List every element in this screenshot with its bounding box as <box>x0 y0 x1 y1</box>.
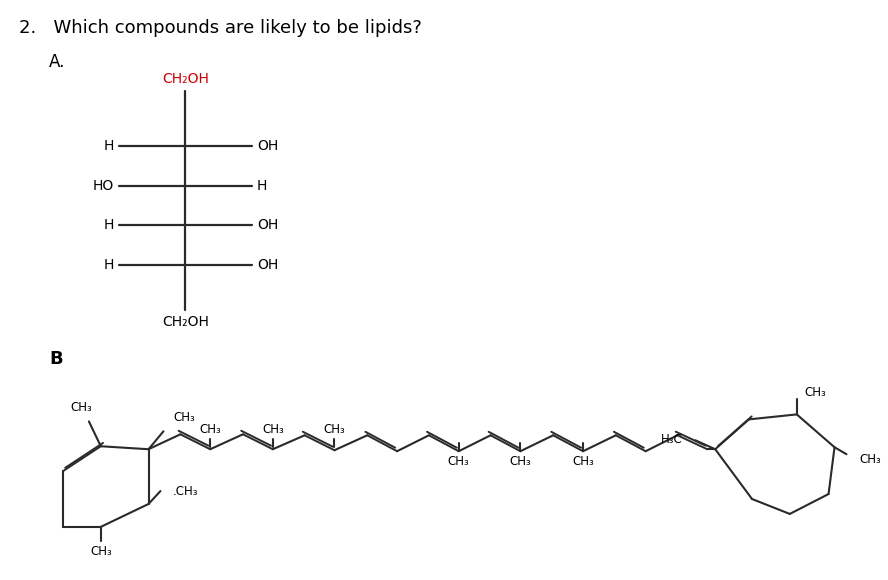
Text: CH₃: CH₃ <box>323 423 345 436</box>
Text: OH: OH <box>257 139 278 153</box>
Text: CH₃: CH₃ <box>805 386 827 399</box>
Text: CH₃: CH₃ <box>510 455 531 467</box>
Text: H₃C: H₃C <box>661 433 682 446</box>
Text: .CH₃: .CH₃ <box>172 484 198 498</box>
Text: CH₃: CH₃ <box>90 545 112 558</box>
Text: CH₃: CH₃ <box>572 455 594 467</box>
Text: A.: A. <box>49 53 66 71</box>
Text: 2.   Which compounds are likely to be lipids?: 2. Which compounds are likely to be lipi… <box>20 19 422 37</box>
Text: CH₃: CH₃ <box>860 452 881 466</box>
Text: CH₂OH: CH₂OH <box>162 315 209 329</box>
Text: H: H <box>103 218 114 233</box>
Text: CH₃: CH₃ <box>70 401 91 414</box>
Text: H: H <box>103 139 114 153</box>
Text: CH₃: CH₃ <box>199 423 221 436</box>
Text: CH₃: CH₃ <box>448 455 470 467</box>
Text: HO: HO <box>92 179 114 193</box>
Text: CH₃: CH₃ <box>262 423 283 436</box>
Text: OH: OH <box>257 218 278 233</box>
Text: OH: OH <box>257 258 278 272</box>
Text: CH₃: CH₃ <box>173 411 195 424</box>
Text: B: B <box>49 350 63 368</box>
Text: H: H <box>103 258 114 272</box>
Text: H: H <box>257 179 267 193</box>
Text: CH₂OH: CH₂OH <box>162 72 209 86</box>
